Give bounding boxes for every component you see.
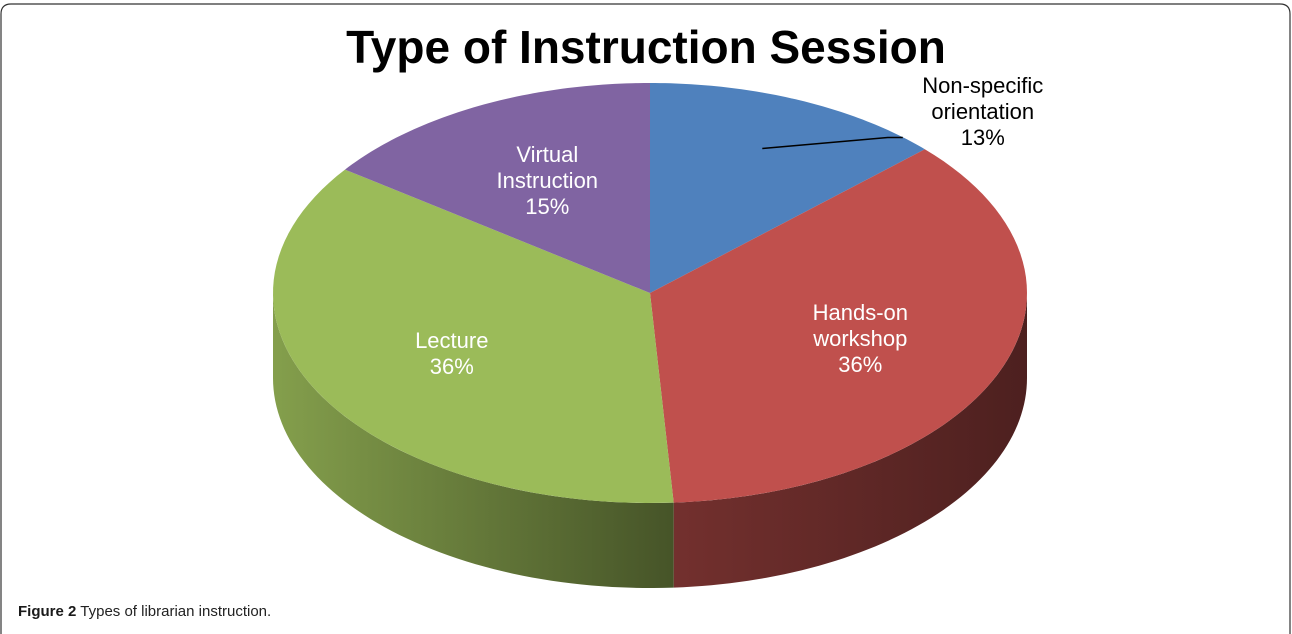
leader-line: [762, 136, 903, 150]
pie-slice: [345, 83, 650, 293]
value-label: 36%: [429, 353, 474, 379]
caption: Figure 2 Types of librarian instruction.: [18, 603, 271, 620]
value-label: 15%: [525, 193, 570, 219]
frame: [0, 3, 1291, 634]
caption-text: Types of librarian instruction.: [80, 603, 272, 620]
pie-side: [673, 293, 1027, 588]
chart-title: Type of Instruction Session: [346, 21, 946, 73]
value-label: 36%: [838, 352, 883, 378]
pie-slice: [273, 169, 674, 503]
slice-label: Virtual Instruction: [496, 141, 599, 193]
pie-slice: [650, 149, 1027, 503]
slice-label: Non-specific orientation: [922, 72, 1044, 124]
pie-side: [273, 293, 674, 588]
slice-label: Hands-on workshop: [812, 300, 908, 352]
caption-label: Figure 2: [18, 603, 77, 620]
value-label: 13%: [960, 124, 1005, 150]
pie-slice: [650, 83, 925, 293]
slice-label: Lecture: [415, 327, 489, 353]
